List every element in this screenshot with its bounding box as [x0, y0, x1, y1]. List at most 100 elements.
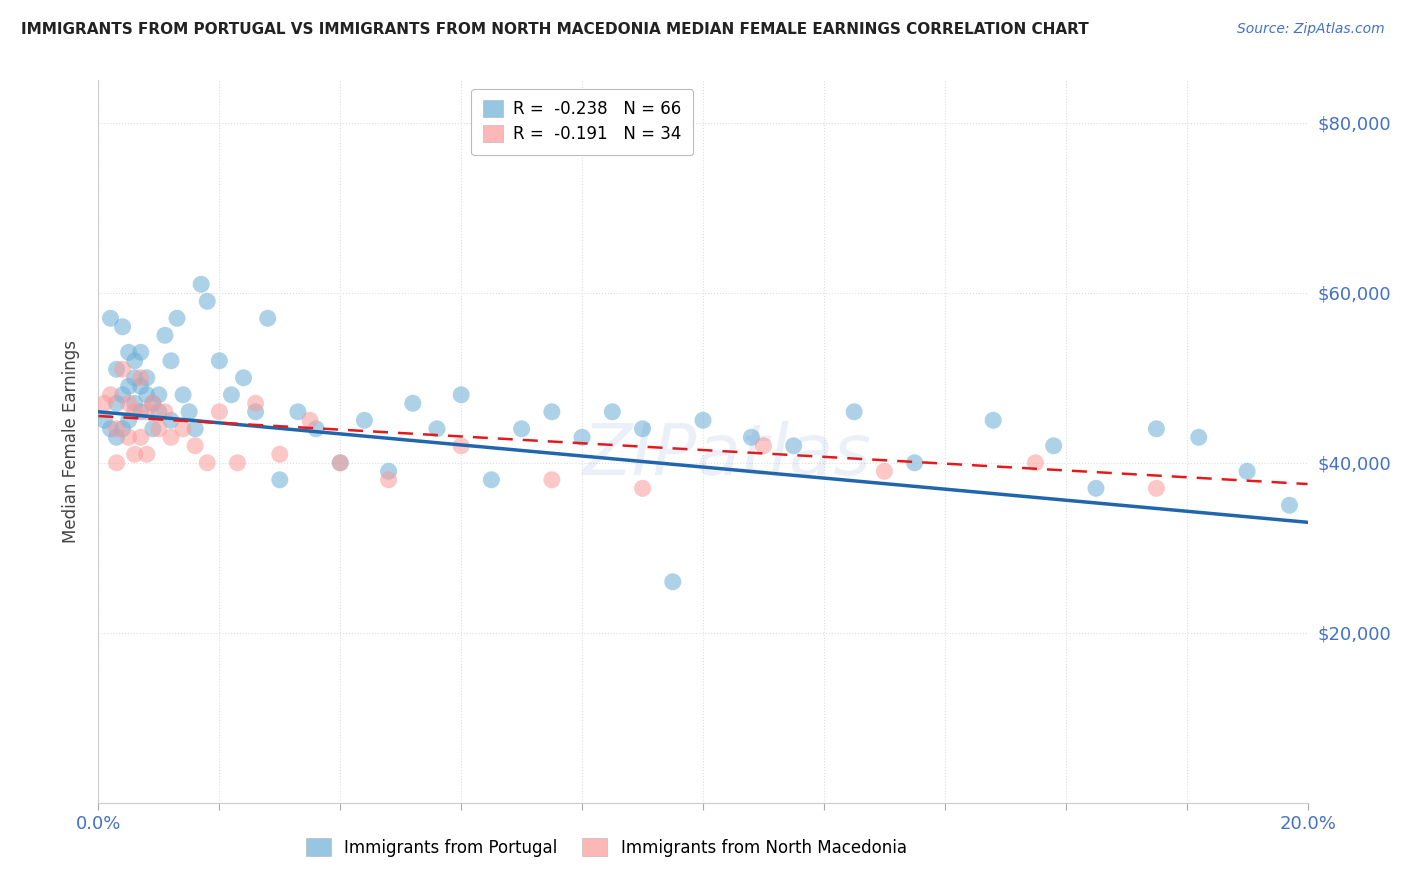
Point: [299, 413, 322, 427]
Point: [124, 353, 146, 368]
Point: [450, 388, 472, 402]
Text: IMMIGRANTS FROM PORTUGAL VS IMMIGRANTS FROM NORTH MACEDONIA MEDIAN FEMALE EARNIN: IMMIGRANTS FROM PORTUGAL VS IMMIGRANTS F…: [21, 22, 1088, 37]
Point: [93, 396, 115, 410]
Point: [93, 413, 115, 427]
Point: [135, 405, 157, 419]
Point: [873, 464, 896, 478]
Point: [631, 422, 654, 436]
Point: [111, 319, 134, 334]
Point: [232, 371, 254, 385]
Point: [105, 456, 128, 470]
Point: [135, 447, 157, 461]
Point: [245, 405, 267, 419]
Point: [172, 388, 194, 402]
Point: [124, 371, 146, 385]
Point: [353, 413, 375, 427]
Point: [481, 473, 503, 487]
Point: [740, 430, 762, 444]
Point: [153, 328, 176, 343]
Point: [160, 353, 183, 368]
Point: [179, 405, 201, 419]
Point: [124, 447, 146, 461]
Point: [245, 396, 267, 410]
Point: [1144, 422, 1167, 436]
Point: [111, 362, 134, 376]
Point: [329, 456, 352, 470]
Point: [100, 422, 122, 436]
Point: [118, 396, 141, 410]
Point: [377, 473, 399, 487]
Point: [148, 388, 170, 402]
Point: [195, 456, 218, 470]
Point: [752, 439, 775, 453]
Point: [142, 396, 165, 410]
Point: [571, 430, 593, 444]
Point: [450, 439, 472, 453]
Point: [1085, 481, 1108, 495]
Point: [100, 311, 122, 326]
Point: [1042, 439, 1064, 453]
Point: [540, 473, 562, 487]
Point: [305, 422, 328, 436]
Point: [142, 396, 165, 410]
Point: [221, 388, 243, 402]
Point: [190, 277, 212, 292]
Point: [129, 430, 152, 444]
Point: [111, 388, 134, 402]
Point: [269, 473, 291, 487]
Point: [1024, 456, 1046, 470]
Point: [1236, 464, 1258, 478]
Point: [540, 405, 562, 419]
Point: [184, 439, 207, 453]
Point: [426, 422, 449, 436]
Point: [287, 405, 309, 419]
Point: [402, 396, 425, 410]
Point: [118, 413, 141, 427]
Point: [631, 481, 654, 495]
Point: [172, 422, 194, 436]
Point: [1188, 430, 1211, 444]
Point: [195, 294, 218, 309]
Point: [208, 353, 231, 368]
Text: Source: ZipAtlas.com: Source: ZipAtlas.com: [1237, 22, 1385, 37]
Point: [256, 311, 278, 326]
Legend: Immigrants from Portugal, Immigrants from North Macedonia: Immigrants from Portugal, Immigrants fro…: [295, 828, 917, 867]
Point: [692, 413, 714, 427]
Point: [129, 405, 152, 419]
Point: [269, 447, 291, 461]
Point: [377, 464, 399, 478]
Point: [904, 456, 927, 470]
Point: [105, 422, 128, 436]
Point: [124, 405, 146, 419]
Point: [602, 405, 624, 419]
Text: ZIPatlas: ZIPatlas: [582, 422, 872, 491]
Point: [1278, 498, 1301, 512]
Point: [184, 422, 207, 436]
Y-axis label: Median Female Earnings: Median Female Earnings: [62, 340, 80, 543]
Point: [118, 345, 141, 359]
Point: [981, 413, 1004, 427]
Point: [844, 405, 866, 419]
Point: [105, 396, 128, 410]
Point: [142, 422, 165, 436]
Point: [100, 388, 122, 402]
Point: [148, 422, 170, 436]
Point: [1144, 481, 1167, 495]
Point: [160, 413, 183, 427]
Point: [166, 311, 188, 326]
Point: [226, 456, 249, 470]
Point: [111, 422, 134, 436]
Point: [118, 430, 141, 444]
Point: [124, 396, 146, 410]
Point: [118, 379, 141, 393]
Point: [135, 388, 157, 402]
Point: [783, 439, 806, 453]
Point: [135, 371, 157, 385]
Point: [129, 379, 152, 393]
Point: [208, 405, 231, 419]
Point: [105, 430, 128, 444]
Point: [148, 405, 170, 419]
Point: [329, 456, 352, 470]
Point: [129, 345, 152, 359]
Point: [129, 371, 152, 385]
